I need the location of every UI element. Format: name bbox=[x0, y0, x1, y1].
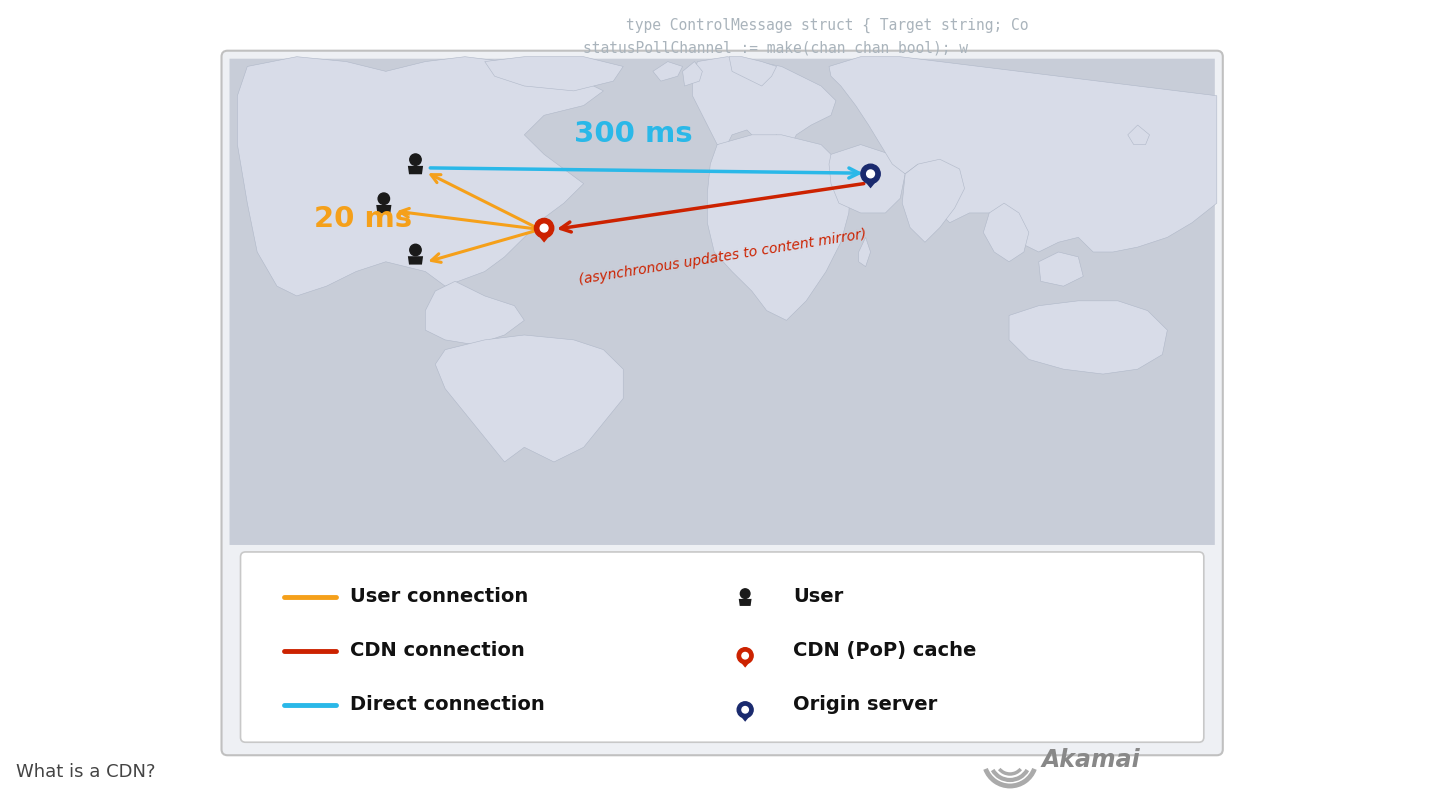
Text: Control message issued for Ta: Control message issued for Ta bbox=[674, 154, 927, 169]
Text: (asynchronous updates to content mirror): (asynchronous updates to content mirror) bbox=[577, 228, 867, 288]
Polygon shape bbox=[740, 662, 750, 667]
Polygon shape bbox=[858, 237, 871, 266]
Polygon shape bbox=[984, 203, 1028, 262]
Polygon shape bbox=[729, 57, 776, 86]
Text: 300 ms: 300 ms bbox=[573, 120, 693, 147]
Text: fmt.Fprintfw: fmt.Fprintfw bbox=[746, 358, 851, 373]
Polygon shape bbox=[539, 236, 550, 243]
Text: statusPollChannel := make(chan chan bool); w: statusPollChannel := make(chan chan bool… bbox=[583, 40, 968, 56]
Circle shape bbox=[410, 245, 420, 256]
Polygon shape bbox=[485, 57, 624, 91]
Text: statusPollChannel: respChan <- workerActive; case: statusPollChannel: respChan <- workerAct… bbox=[576, 63, 1005, 79]
Text: Count int64; }; func ma: Count int64; }; func ma bbox=[674, 245, 876, 260]
Circle shape bbox=[379, 193, 390, 204]
FancyBboxPatch shape bbox=[229, 58, 1215, 545]
Polygon shape bbox=[903, 160, 965, 242]
Text: bool); workerAct: bool); workerAct bbox=[706, 267, 845, 283]
Text: CDN (PoP) cache: CDN (PoP) cache bbox=[793, 642, 976, 660]
Polygon shape bbox=[693, 57, 837, 155]
Text: adServer("1337", nil)); };pa: adServer("1337", nil)); };pa bbox=[671, 222, 916, 237]
Text: What is a CDN?: What is a CDN? bbox=[16, 763, 156, 781]
Polygon shape bbox=[740, 716, 750, 722]
Text: r *http.Request) { reqChan: r *http.Request) { reqChan bbox=[677, 177, 904, 192]
Polygon shape bbox=[408, 166, 423, 174]
Text: type ControlMessage struct { Target string; Co: type ControlMessage struct { Target stri… bbox=[626, 18, 1030, 33]
Circle shape bbox=[534, 219, 554, 238]
Polygon shape bbox=[865, 181, 876, 189]
Polygon shape bbox=[408, 256, 423, 265]
Text: User connection: User connection bbox=[350, 587, 528, 606]
Text: fmt.Fprint(w, "ACTIVE": fmt.Fprint(w, "ACTIVE" bbox=[677, 199, 870, 215]
Polygon shape bbox=[1128, 125, 1149, 144]
Polygon shape bbox=[376, 205, 392, 213]
Text: r *http.Request) { hostTo: r *http.Request) { hostTo bbox=[677, 109, 896, 124]
FancyBboxPatch shape bbox=[222, 51, 1223, 755]
Polygon shape bbox=[1038, 252, 1083, 286]
Text: and for Ta: and for Ta bbox=[770, 381, 858, 396]
Text: reqChan: reqChan bbox=[780, 403, 842, 419]
Circle shape bbox=[410, 154, 420, 165]
Circle shape bbox=[742, 706, 749, 713]
Circle shape bbox=[737, 648, 753, 663]
Polygon shape bbox=[683, 62, 703, 86]
Polygon shape bbox=[652, 62, 683, 81]
Text: User: User bbox=[793, 587, 844, 606]
Circle shape bbox=[540, 224, 549, 232]
Text: err != nil { fmt.Fprintf(w,: err != nil { fmt.Fprintf(w, bbox=[677, 131, 913, 147]
Circle shape bbox=[740, 589, 750, 599]
FancyBboxPatch shape bbox=[240, 552, 1204, 742]
Text: hostTokens: hostTokens bbox=[746, 335, 834, 351]
Circle shape bbox=[737, 701, 753, 718]
Polygon shape bbox=[1009, 301, 1168, 374]
Text: Direct connection: Direct connection bbox=[350, 695, 544, 714]
Polygon shape bbox=[829, 144, 906, 213]
Text: 20 ms: 20 ms bbox=[314, 205, 412, 233]
Circle shape bbox=[742, 652, 749, 659]
Polygon shape bbox=[425, 281, 524, 345]
Polygon shape bbox=[829, 57, 1217, 252]
Circle shape bbox=[867, 170, 874, 177]
Text: Akamai: Akamai bbox=[1043, 748, 1140, 772]
Polygon shape bbox=[238, 57, 603, 296]
Polygon shape bbox=[707, 134, 851, 320]
Polygon shape bbox=[739, 599, 752, 606]
Text: Origin server: Origin server bbox=[793, 695, 937, 714]
Text: CDN connection: CDN connection bbox=[350, 642, 524, 660]
Polygon shape bbox=[435, 335, 624, 462]
Circle shape bbox=[861, 164, 880, 184]
Text: workerCompleteChan: workerActive = status;: workerCompleteChan: workerActive = statu… bbox=[641, 86, 1008, 101]
Text: case msg := s: case msg := s bbox=[717, 290, 831, 305]
Text: func admin(: func admin( bbox=[734, 313, 831, 328]
